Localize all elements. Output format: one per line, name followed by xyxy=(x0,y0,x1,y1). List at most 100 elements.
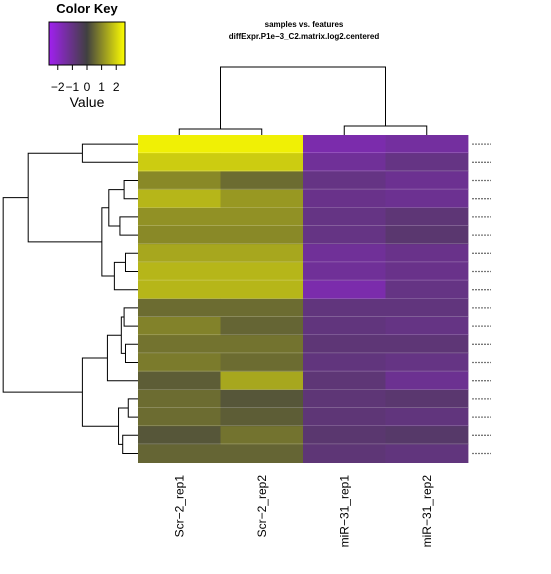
color-key-swatch xyxy=(53,22,55,65)
color-key-swatch xyxy=(58,22,60,65)
color-key-swatch xyxy=(94,22,96,65)
color-key-swatch xyxy=(105,22,107,65)
heatmap-cell xyxy=(385,444,469,463)
color-key-swatch xyxy=(56,22,58,65)
heatmap-cell xyxy=(220,244,304,263)
color-key-swatch xyxy=(54,22,56,65)
heatmap-cell xyxy=(138,171,221,190)
chart-title: samples vs. features xyxy=(265,20,344,29)
color-key-swatch xyxy=(116,22,118,65)
color-key-tick-label: −2 xyxy=(51,80,65,94)
heatmap-cell xyxy=(385,426,469,445)
heatmap-cell xyxy=(138,444,221,463)
color-key-swatch xyxy=(101,22,103,65)
color-key-swatch xyxy=(119,22,121,65)
row-dendrogram-branch xyxy=(122,434,138,454)
heatmap-cell xyxy=(220,317,304,336)
heatmap-cell xyxy=(220,408,304,427)
color-key-swatch xyxy=(59,22,61,65)
heatmap-cell xyxy=(385,189,469,209)
color-key-swatch xyxy=(76,22,78,65)
heatmap-cell xyxy=(303,226,386,245)
heatmap-cell xyxy=(138,244,221,263)
heatmap-cell xyxy=(303,244,386,263)
heatmap-cell xyxy=(385,135,469,154)
color-key-swatch xyxy=(62,22,64,65)
color-key-swatch xyxy=(81,22,83,65)
heatmap-cell xyxy=(303,426,386,445)
row-dendrogram-branch xyxy=(27,152,102,243)
row-dendrogram-branch xyxy=(101,207,115,277)
heatmap-cell xyxy=(138,353,221,372)
heatmap-cell xyxy=(138,426,221,445)
color-key-tick-label: −1 xyxy=(66,80,80,94)
color-key-swatch xyxy=(50,22,52,65)
heatmap-cell xyxy=(385,389,469,409)
heatmap-cell xyxy=(138,207,221,227)
color-key-swatch xyxy=(91,22,93,65)
color-key-tick-label: 0 xyxy=(84,80,91,94)
heatmap-cell xyxy=(220,226,304,245)
heatmap-cell xyxy=(385,280,469,300)
color-key-swatch xyxy=(86,22,88,65)
heatmap-cell xyxy=(303,408,386,427)
color-key-swatch xyxy=(92,22,94,65)
color-key-swatch xyxy=(112,22,114,65)
heatmap-cell xyxy=(385,335,469,354)
heatmap-cell xyxy=(138,153,221,172)
heatmap-cell xyxy=(385,317,469,336)
color-key-swatch xyxy=(85,22,87,65)
heatmap-cell xyxy=(138,280,221,300)
row-dendrogram-branch xyxy=(127,398,138,418)
color-key-swatch xyxy=(74,22,76,65)
heatmap-cell xyxy=(385,298,469,318)
color-key-swatch xyxy=(113,22,115,65)
heatmap-cell xyxy=(220,189,304,209)
color-key-swatch xyxy=(84,22,86,65)
color-key-swatch xyxy=(89,22,91,65)
heatmap-cell xyxy=(138,408,221,427)
heatmap-cell xyxy=(220,153,304,172)
row-dendrogram-branch xyxy=(113,261,138,291)
color-key-swatch xyxy=(69,22,71,65)
row-labels xyxy=(472,143,491,455)
color-key-xlabel: Value xyxy=(70,94,105,110)
heatmap-cell xyxy=(385,408,469,427)
row-dendrogram-branch xyxy=(81,357,119,427)
color-key-swatch xyxy=(79,22,81,65)
heatmap-cell xyxy=(385,262,469,281)
column-label: miR−31_rep1 xyxy=(337,475,351,548)
color-key-swatch xyxy=(103,22,105,65)
heatmap-cell xyxy=(303,371,386,391)
heatmap-cell xyxy=(303,171,386,190)
color-key-swatch xyxy=(55,22,57,65)
heatmap-cell xyxy=(385,371,469,391)
color-key-swatch xyxy=(106,22,108,65)
color-key-swatch xyxy=(117,22,119,65)
chart-subtitle: diffExpr.P1e−3_C2.matrix.log2.centered xyxy=(229,32,380,41)
color-key-axis: −2 −1 0 1 2 xyxy=(49,64,125,94)
color-key-swatch xyxy=(65,22,67,65)
color-key-swatch xyxy=(98,22,100,65)
color-key-swatch xyxy=(63,22,65,65)
heatmap-cell xyxy=(220,280,304,300)
heatmap-cell xyxy=(138,317,221,336)
color-key-tick-label: 2 xyxy=(113,80,120,94)
heatmap-cell xyxy=(303,135,386,154)
heatmap-cell xyxy=(138,135,221,154)
heatmap-cell xyxy=(220,135,304,154)
row-dendrogram-branch xyxy=(2,197,83,393)
column-labels: Scr−2_rep1 Scr−2_rep2 miR−31_rep1 miR−31_re… xyxy=(172,475,434,548)
color-key: Color Key −2 −1 0 1 2 Value xyxy=(48,1,126,110)
heatmap-cell xyxy=(303,335,386,354)
heatmap-cell xyxy=(303,207,386,227)
color-key-swatch xyxy=(114,22,116,65)
color-key-swatch xyxy=(57,22,59,65)
color-key-swatch xyxy=(49,22,51,65)
heatmap-cell xyxy=(303,153,386,172)
row-dendrogram-branch xyxy=(123,307,138,327)
heatmap-cell xyxy=(385,244,469,263)
color-key-swatch xyxy=(100,22,102,65)
row-dendrogram-branch xyxy=(120,316,126,354)
column-dendrogram xyxy=(178,66,428,135)
